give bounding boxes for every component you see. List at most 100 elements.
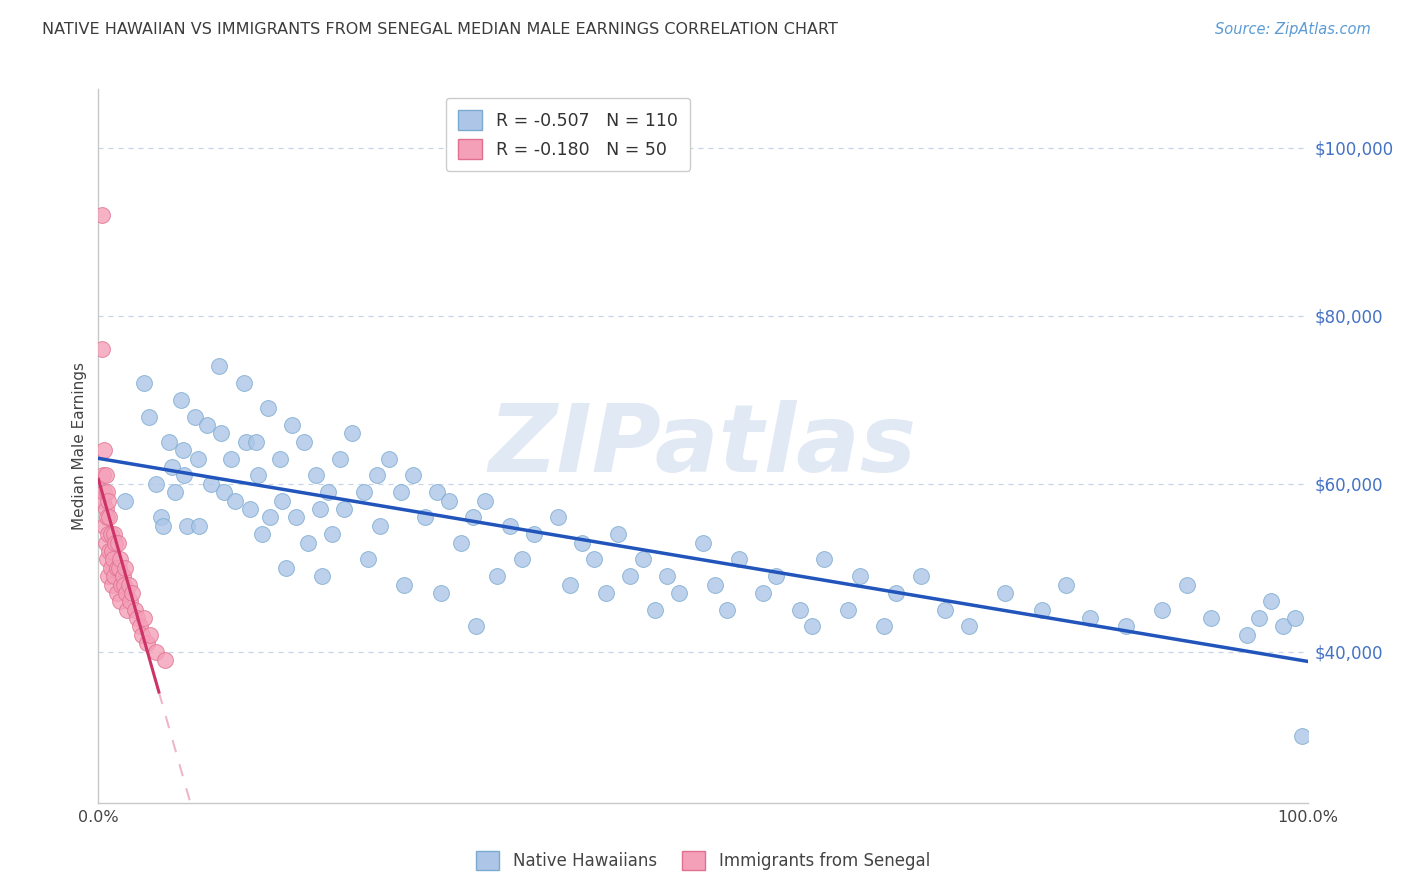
Point (200, 476, 222, 491)
Legend: Native Hawaiians, Immigrants from Senegal: Native Hawaiians, Immigrants from Senega… (470, 844, 936, 877)
Point (333, 502, 356, 516)
Point (114, 560, 136, 574)
Point (450, 535, 472, 549)
Point (97, 527, 120, 541)
Point (1031, 603, 1053, 617)
Point (145, 645, 167, 659)
Point (98, 510, 121, 524)
Point (353, 485, 375, 500)
Point (849, 569, 872, 583)
Point (114, 493, 136, 508)
Point (91, 343, 114, 357)
Point (765, 569, 787, 583)
Point (139, 628, 162, 642)
Point (108, 594, 131, 608)
Point (256, 401, 278, 416)
Point (235, 434, 257, 449)
Point (281, 417, 304, 432)
Point (402, 468, 425, 483)
Point (145, 476, 167, 491)
Point (463, 510, 485, 524)
Point (176, 518, 198, 533)
Point (93, 485, 115, 500)
Point (716, 603, 738, 617)
Point (117, 603, 139, 617)
Point (357, 552, 380, 566)
Point (163, 485, 186, 500)
Point (274, 560, 297, 574)
Point (105, 586, 128, 600)
Point (1291, 729, 1313, 743)
Point (800, 619, 823, 633)
Point (619, 569, 641, 583)
Point (100, 560, 122, 574)
Point (94, 468, 117, 483)
Point (250, 527, 273, 541)
Point (232, 376, 254, 390)
Point (111, 569, 134, 583)
Point (595, 586, 617, 600)
Point (91, 208, 114, 222)
Point (934, 603, 956, 617)
Point (571, 535, 593, 549)
Point (91, 468, 114, 483)
Point (184, 409, 207, 424)
Point (368, 518, 391, 533)
Point (607, 527, 630, 541)
Point (1236, 628, 1258, 642)
Point (115, 586, 138, 600)
Point (221, 451, 243, 466)
Y-axis label: Median Male Earnings: Median Male Earnings (72, 362, 87, 530)
Point (121, 586, 143, 600)
Point (104, 535, 127, 549)
Point (169, 392, 191, 407)
Point (329, 451, 352, 466)
Point (316, 485, 339, 500)
Point (789, 603, 811, 617)
Point (108, 552, 131, 566)
Point (91, 493, 114, 508)
Point (107, 535, 129, 549)
Point (311, 569, 333, 583)
Point (437, 493, 460, 508)
Point (208, 359, 231, 374)
Point (873, 619, 896, 633)
Point (269, 451, 291, 466)
Point (429, 586, 451, 600)
Point (558, 577, 581, 591)
Point (1260, 594, 1282, 608)
Point (94, 502, 117, 516)
Point (134, 611, 156, 625)
Point (377, 451, 399, 466)
Point (342, 426, 364, 441)
Point (886, 586, 908, 600)
Point (1152, 603, 1174, 617)
Point (366, 468, 388, 483)
Point (100, 577, 122, 591)
Point (131, 628, 153, 642)
Point (187, 451, 209, 466)
Point (100, 527, 122, 541)
Text: NATIVE HAWAIIAN VS IMMIGRANTS FROM SENEGAL MEDIAN MALE EARNINGS CORRELATION CHAR: NATIVE HAWAIIAN VS IMMIGRANTS FROM SENEG… (42, 22, 838, 37)
Point (837, 603, 859, 617)
Point (704, 577, 727, 591)
Point (297, 535, 319, 549)
Point (245, 434, 267, 449)
Point (498, 518, 520, 533)
Point (1078, 611, 1101, 625)
Point (224, 493, 246, 508)
Point (426, 485, 449, 500)
Point (389, 485, 412, 500)
Point (160, 460, 183, 475)
Point (118, 594, 141, 608)
Point (98, 544, 121, 558)
Point (547, 510, 569, 524)
Point (1054, 577, 1077, 591)
Point (752, 586, 775, 600)
Point (464, 619, 486, 633)
Point (394, 577, 416, 591)
Point (97, 569, 120, 583)
Point (305, 468, 328, 483)
Text: ZIPatlas: ZIPatlas (489, 400, 917, 492)
Point (247, 468, 270, 483)
